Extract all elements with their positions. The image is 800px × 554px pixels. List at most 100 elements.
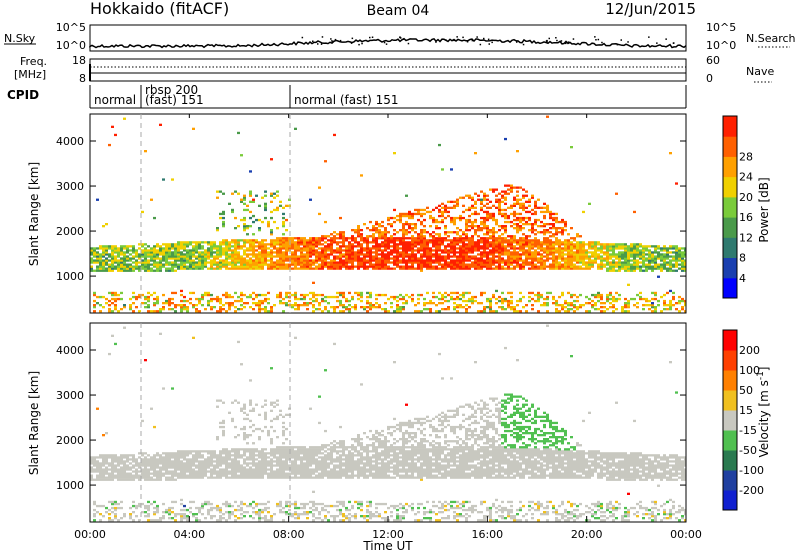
power-cell [222,304,225,307]
power-cell [372,255,375,258]
velocity-cell [132,470,135,473]
power-cell [375,259,378,262]
power-cell [243,223,246,226]
velocity-cell [201,502,204,506]
velocity-cell [105,454,108,457]
velocity-cell [132,464,135,467]
power-cell [342,243,345,246]
power-cell [192,251,195,254]
velocity-cell [219,506,222,510]
colorbar-tick: 16 [739,211,753,224]
power-cell [675,253,678,256]
power-cell [99,267,102,270]
power-cell [492,257,495,260]
velocity-cell [183,476,186,479]
velocity-cell [261,429,264,433]
velocity-cell [261,458,264,461]
power-cell [603,245,606,248]
power-cell [168,269,171,272]
power-cell [597,241,600,244]
velocity-cell [258,462,261,465]
velocity-cell [225,500,228,504]
power-cell [543,263,546,266]
power-cell [387,261,390,264]
velocity-cell [216,460,219,463]
power-cell [531,212,534,216]
power-cell [351,265,354,268]
power-cell [576,261,579,264]
velocity-cell [222,419,225,423]
power-cell [273,241,276,244]
power-cell [606,249,609,252]
power-cell [564,310,567,313]
power-cell [531,223,534,226]
power-cell [648,251,651,254]
velocity-cell [255,476,258,479]
power-cell [366,255,369,258]
velocity-cell [162,462,165,465]
velocity-cell [105,462,108,465]
power-cell [171,255,174,258]
power-cell [243,302,246,305]
power-cell [474,261,477,264]
power-cell [432,261,435,264]
velocity-cell [240,517,243,520]
power-cell [585,302,588,305]
power-cell [504,247,507,250]
velocity-cell [162,464,165,467]
power-cell [375,251,378,254]
power-cell [102,259,105,262]
velocity-cell [255,470,258,473]
power-cell [303,267,306,270]
power-cell [312,249,315,252]
power-cell [624,297,627,301]
velocity-cell [234,454,237,457]
power-cell [330,253,333,256]
power-cell [438,310,441,313]
power-cell [420,231,423,234]
power-cell [657,257,660,260]
velocity-cell [108,513,111,516]
power-cell [576,265,579,268]
power-cell [441,267,444,270]
velocity-cell [240,513,243,516]
power-cell [276,259,279,262]
power-cell [231,265,234,268]
power-cell [567,241,570,244]
velocity-cell [258,452,261,455]
power-cell [240,261,243,264]
power-cell [483,261,486,264]
power-cell [513,267,516,270]
power-cell [555,308,558,311]
power-cell [501,308,504,311]
velocity-cell [258,450,261,453]
velocity-cell [228,411,231,414]
velocity-cell [240,500,243,504]
power-cell [135,249,138,252]
power-cell [240,247,243,250]
power-cell [123,261,126,264]
power-cell [498,225,501,228]
power-cell [564,261,567,264]
power-cell [672,257,675,260]
power-cell [231,241,234,244]
power-cell [399,265,402,268]
power-cell [522,259,525,262]
power-cell [564,247,567,250]
power-cell [594,302,597,305]
power-cell [276,237,279,240]
power-cell [573,245,576,248]
power-cell [210,267,213,270]
power-cell [624,243,627,246]
power-cell [261,196,264,199]
power-cell [576,259,579,262]
power-cell [432,239,435,242]
power-cell [585,261,588,264]
power-cell [369,257,372,260]
power-cell [225,239,228,242]
power-cell [306,243,309,246]
power-cell [414,261,417,264]
power-cell [486,241,489,244]
velocity-cell [243,432,246,435]
power-cell [285,245,288,248]
